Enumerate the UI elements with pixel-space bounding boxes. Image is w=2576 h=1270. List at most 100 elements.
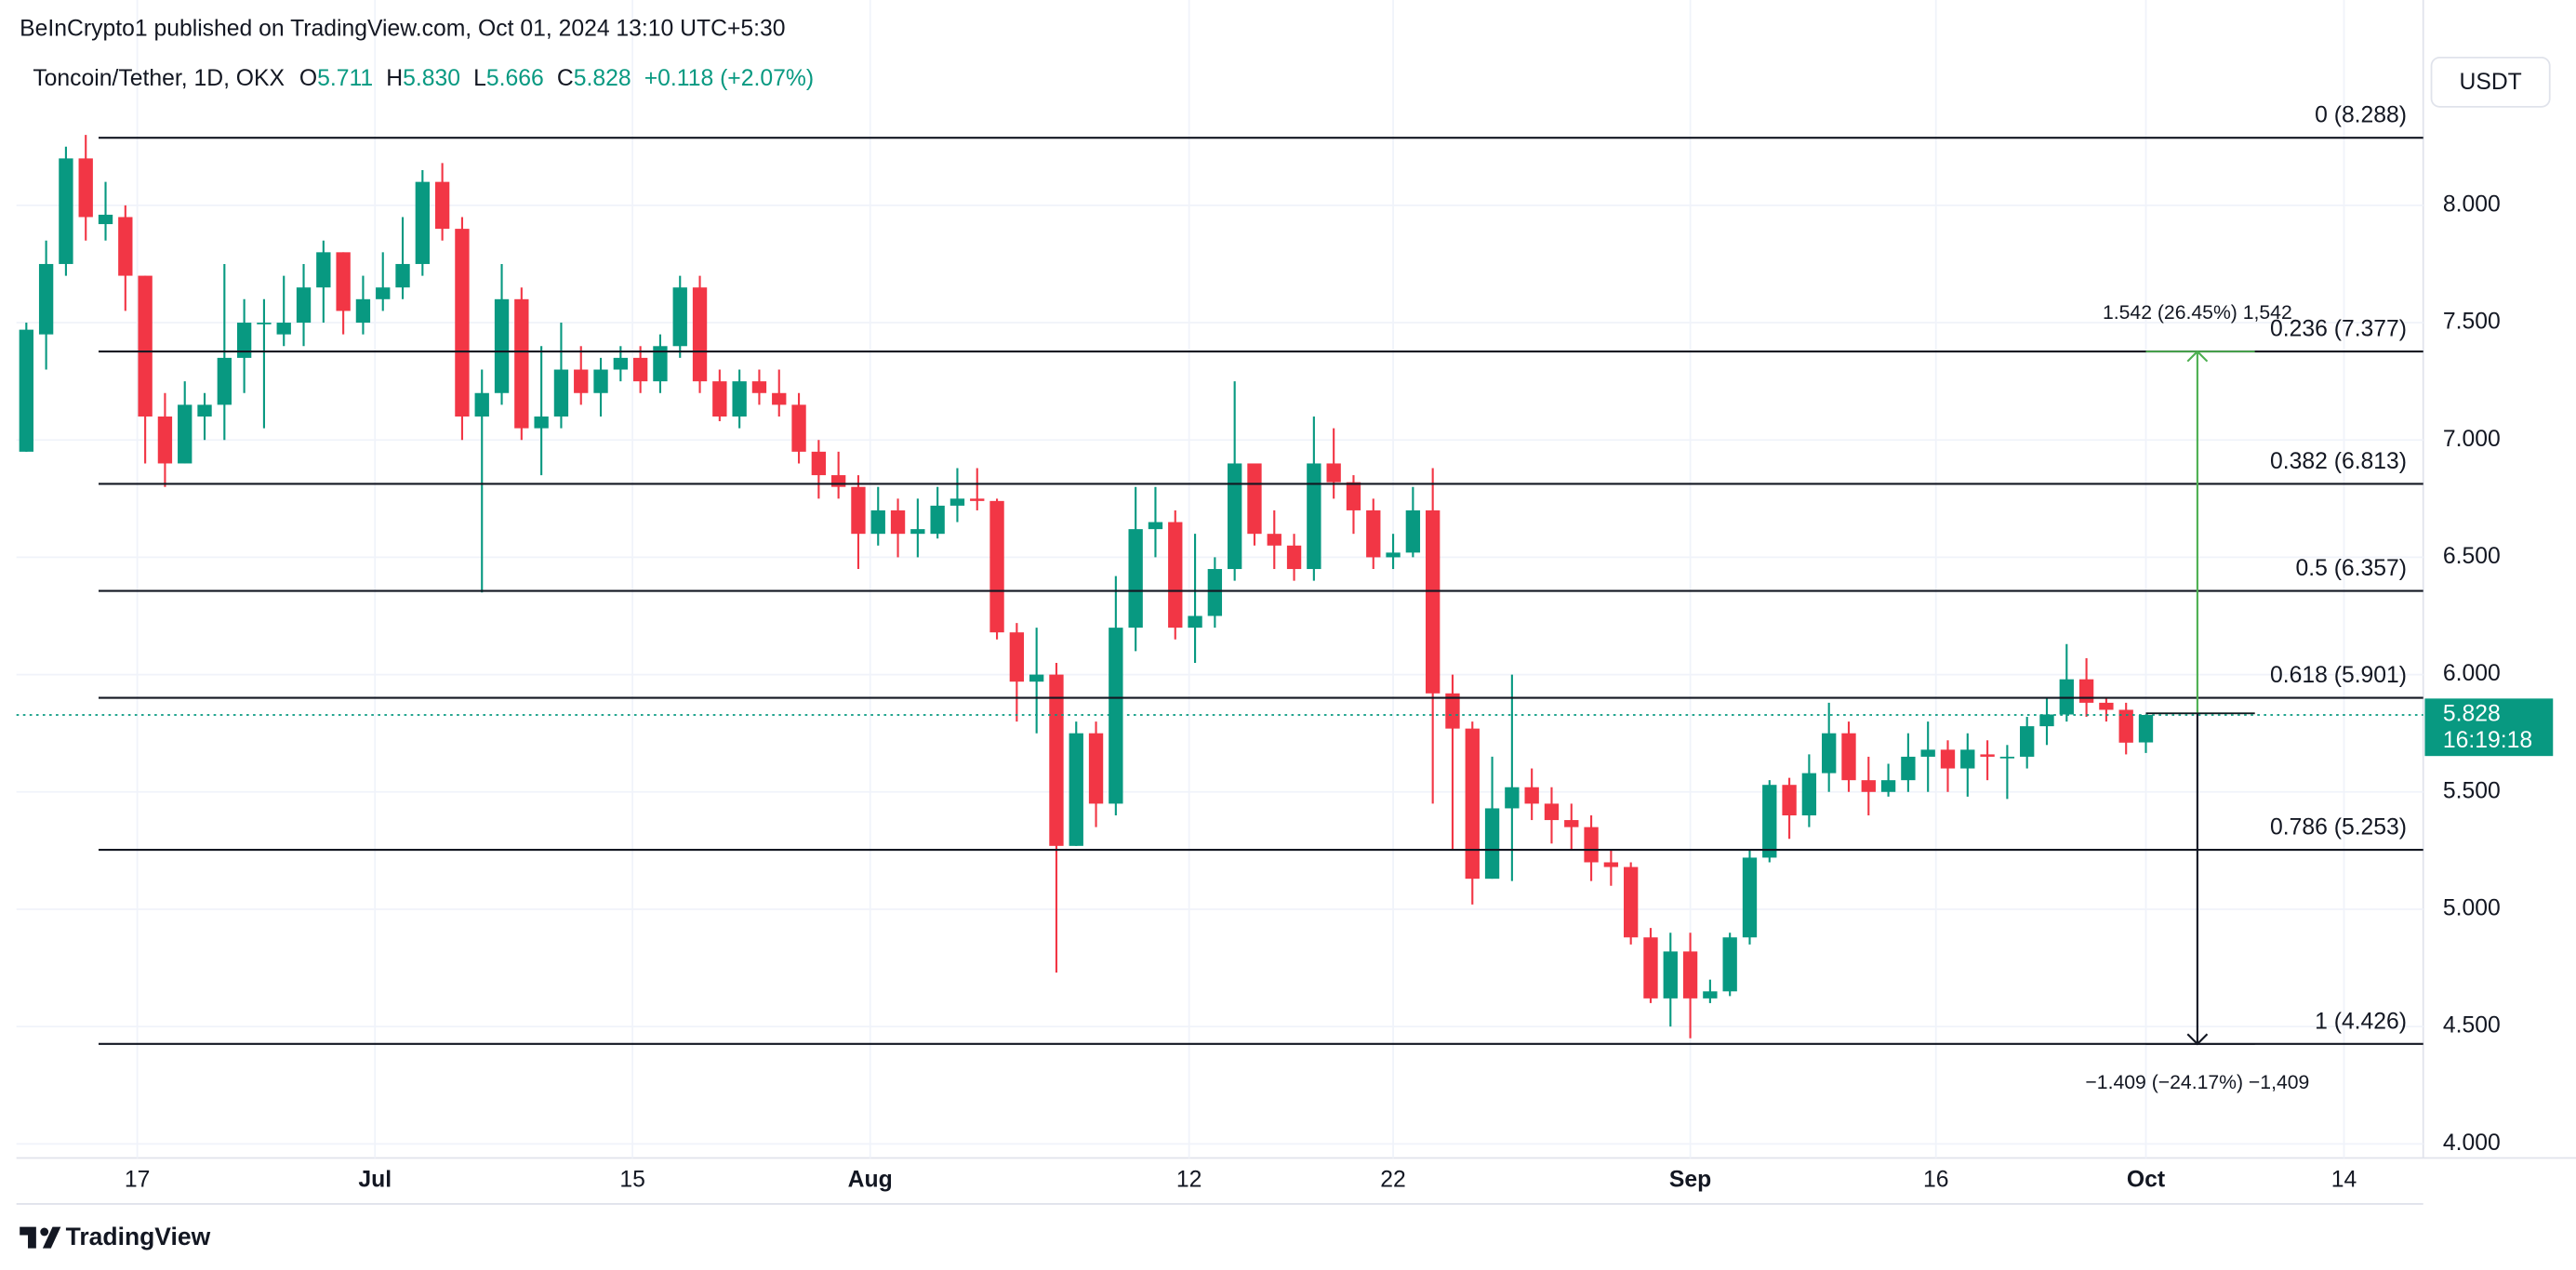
candle bbox=[376, 252, 391, 311]
candle-body bbox=[2118, 709, 2133, 743]
candle bbox=[257, 298, 272, 429]
candle bbox=[534, 346, 549, 476]
candle-body bbox=[1267, 534, 1281, 546]
candle bbox=[1405, 486, 1421, 558]
candle bbox=[1366, 498, 1381, 570]
candle-body bbox=[1148, 522, 1163, 530]
candle-body bbox=[1624, 867, 1639, 938]
candle bbox=[118, 205, 133, 311]
y-tick-label: 6.000 bbox=[2443, 661, 2501, 686]
x-tick-label: Aug bbox=[848, 1168, 893, 1193]
candle bbox=[1346, 475, 1361, 535]
candle-body bbox=[1426, 509, 1441, 694]
candle bbox=[772, 369, 787, 417]
candle-body bbox=[1663, 951, 1678, 999]
candle bbox=[1564, 803, 1579, 851]
candle bbox=[296, 263, 312, 347]
candle-body bbox=[38, 263, 54, 335]
candle bbox=[38, 240, 54, 370]
candle bbox=[1624, 862, 1639, 945]
candle bbox=[1999, 745, 2015, 800]
candle bbox=[1742, 850, 1758, 945]
candle-body bbox=[1901, 756, 1916, 781]
fib-level-label: 1 (4.426) bbox=[2315, 1009, 2407, 1034]
candle-body bbox=[59, 158, 73, 264]
candle-body bbox=[949, 498, 965, 506]
candle-body bbox=[376, 287, 391, 299]
candle-body bbox=[553, 369, 569, 417]
logo-icon bbox=[20, 1226, 61, 1249]
fib-level-label: 0.236 (7.377) bbox=[2270, 317, 2407, 342]
candle bbox=[98, 181, 113, 241]
candle bbox=[811, 440, 827, 499]
legend-item: Toncoin/Tether, 1D, OKX bbox=[33, 65, 285, 90]
candle bbox=[2099, 697, 2114, 722]
candle-body bbox=[1227, 463, 1242, 570]
candle bbox=[236, 298, 252, 393]
candle-body bbox=[732, 381, 747, 417]
candle-body bbox=[791, 404, 806, 452]
candle bbox=[1603, 850, 1619, 886]
candle bbox=[336, 252, 351, 335]
candle bbox=[910, 498, 925, 558]
candle-body bbox=[1940, 749, 1956, 769]
candle bbox=[1307, 416, 1321, 581]
legend-item: H bbox=[386, 65, 403, 90]
candle-body bbox=[1088, 733, 1104, 804]
candle bbox=[653, 334, 668, 393]
candle bbox=[1009, 623, 1025, 722]
candle bbox=[574, 346, 589, 405]
candle bbox=[1584, 815, 1599, 881]
candle bbox=[1960, 733, 1975, 797]
candle bbox=[1445, 674, 1460, 851]
overlay: 0 (8.288) 0.236 (7.377) 0.382 (6.813) 0.5 (… bbox=[16, 103, 2554, 1093]
currency-button[interactable] bbox=[2430, 56, 2551, 108]
candle bbox=[692, 275, 708, 393]
candle-body bbox=[1801, 773, 1817, 816]
candle-body bbox=[1841, 733, 1856, 781]
candle-body bbox=[1049, 674, 1064, 846]
symbol-legend: Toncoin/Tether, 1D, OKX O5.711 H5.830 L5.66… bbox=[33, 65, 814, 90]
candle bbox=[1524, 768, 1539, 821]
candle bbox=[1544, 787, 1560, 844]
candle bbox=[2039, 697, 2054, 746]
candle-body bbox=[1980, 754, 1995, 757]
candle-body bbox=[772, 392, 787, 405]
candle-body bbox=[1822, 733, 1837, 774]
logo-dot bbox=[40, 1227, 49, 1237]
candle bbox=[949, 468, 965, 523]
fib-level-label: 0.618 (5.901) bbox=[2270, 663, 2407, 688]
legend-item: 5.666 bbox=[486, 65, 544, 90]
currency-label[interactable]: USDT bbox=[2459, 70, 2521, 95]
y-tick-label: 7.500 bbox=[2443, 310, 2501, 335]
y-tick-label: 4.000 bbox=[2443, 1131, 2501, 1156]
candle bbox=[138, 275, 153, 464]
candle bbox=[1207, 557, 1223, 628]
candle-body bbox=[1643, 937, 1658, 999]
candle-body bbox=[1722, 937, 1737, 992]
candle bbox=[1484, 756, 1500, 880]
candle-body bbox=[316, 252, 331, 288]
fib-level-label: 0.5 (6.357) bbox=[2295, 556, 2407, 581]
candle bbox=[2020, 717, 2035, 769]
candle-body bbox=[415, 181, 430, 264]
legend-item: C bbox=[557, 65, 574, 90]
candle-body bbox=[455, 229, 470, 417]
grid: 4.000 4.500 5.000 5.500 6.000 6.500 7.000 7.500… bbox=[16, 0, 2576, 1205]
measure-label: −1.409 (−24.17%) −1,409 bbox=[2085, 1072, 2309, 1093]
candle bbox=[593, 357, 608, 417]
candle bbox=[474, 369, 489, 593]
candle-body bbox=[1405, 509, 1421, 553]
candle-body bbox=[890, 509, 906, 535]
x-tick-label: 14 bbox=[2331, 1168, 2357, 1193]
plot-area bbox=[19, 135, 2154, 1038]
candle bbox=[276, 275, 291, 347]
published-line: BeInCrypto1 published on TradingView.com… bbox=[20, 16, 785, 41]
candle-body bbox=[1524, 787, 1539, 804]
candle-body bbox=[1465, 728, 1480, 880]
candle-body bbox=[98, 214, 113, 225]
candle-body bbox=[712, 381, 727, 417]
candle-body bbox=[1603, 862, 1619, 867]
candle-body bbox=[989, 500, 1004, 633]
candle bbox=[1426, 468, 1441, 804]
